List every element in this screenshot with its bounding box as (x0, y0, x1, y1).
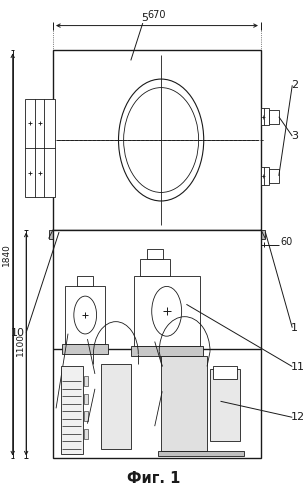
Text: 1100: 1100 (16, 332, 25, 356)
Bar (131, 346, 203, 356)
Bar (213, 366, 237, 379)
Text: 3: 3 (291, 131, 298, 141)
Bar (83, 376, 88, 386)
Text: 11: 11 (291, 362, 305, 372)
Bar (61, 366, 83, 454)
Text: 10: 10 (11, 328, 25, 338)
Text: Фиг. 1: Фиг. 1 (127, 471, 180, 486)
Bar (65, 286, 105, 344)
Text: 1: 1 (291, 323, 298, 333)
Bar (161, 356, 207, 451)
Bar (83, 429, 88, 439)
Text: 670: 670 (148, 9, 166, 19)
Bar (140, 259, 170, 276)
Text: 5: 5 (141, 13, 148, 23)
Bar (53, 230, 261, 459)
Text: 2: 2 (291, 80, 298, 90)
Bar (261, 108, 269, 125)
Bar (83, 394, 88, 404)
Text: 12: 12 (291, 412, 305, 422)
Bar (269, 169, 279, 183)
Bar (210, 369, 240, 441)
Bar (147, 249, 163, 259)
Bar (77, 276, 93, 286)
Text: 1840: 1840 (2, 243, 11, 266)
Bar (83, 411, 88, 421)
Bar (158, 451, 245, 456)
Bar (53, 50, 261, 230)
Bar (134, 276, 200, 346)
Bar (269, 110, 279, 124)
Bar (49, 230, 265, 239)
Text: 60: 60 (280, 237, 293, 247)
Bar (261, 167, 269, 185)
Bar (101, 364, 131, 449)
Bar (62, 344, 108, 354)
Bar (25, 99, 55, 197)
